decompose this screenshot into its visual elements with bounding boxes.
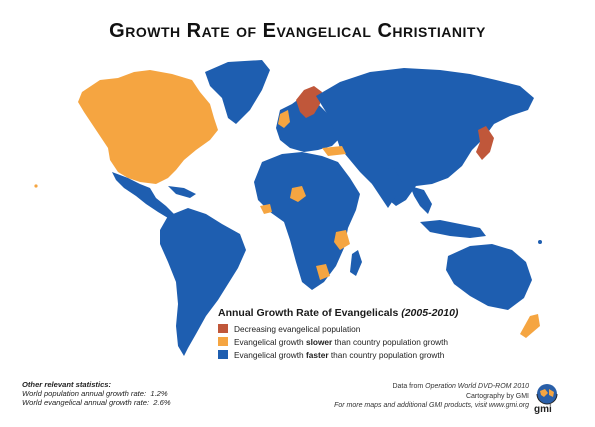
map-legend: Annual Growth Rate of Evangelicals (2005…	[218, 307, 518, 361]
credits: Data from Operation World DVD-ROM 2010 C…	[334, 382, 529, 411]
legend-item-faster: Evangelical growth faster than country p…	[218, 348, 518, 361]
credit-cartography: Cartography by GMI	[465, 392, 529, 400]
gmi-logo-text: gmi	[534, 404, 552, 415]
central-america	[112, 172, 174, 218]
legend-swatch-red	[218, 324, 228, 333]
japan-red	[476, 126, 494, 160]
africa	[254, 152, 360, 290]
legend-item-decreasing: Decreasing evangelical population	[218, 322, 518, 335]
gmi-logo-icon	[536, 384, 558, 405]
credit-website: For more maps and additional GMI product…	[334, 402, 529, 409]
map-title: Growth Rate of Evangelical Christianity	[109, 20, 486, 42]
southern-africa-orange	[316, 264, 330, 280]
stat-evangelical-growth: World evangelical annual growth rate: 2.…	[22, 398, 171, 407]
india	[372, 168, 402, 208]
legend-title: Annual Growth Rate of Evangelicals (2005…	[218, 307, 459, 319]
indonesia	[420, 220, 486, 238]
europe	[276, 98, 340, 152]
hawaii-orange	[34, 184, 38, 188]
asia	[316, 68, 534, 206]
legend-swatch-orange	[218, 337, 228, 346]
other-statistics: Other relevant statistics: World populat…	[22, 380, 171, 407]
south-america	[160, 208, 246, 356]
west-africa-orange	[260, 204, 272, 214]
new-zealand-orange	[520, 314, 540, 338]
stat-population-growth: World population annual growth rate: 1.2…	[22, 389, 168, 398]
credit-data-source: Data from Operation World DVD-ROM 2010	[392, 383, 529, 390]
greenland	[205, 60, 270, 124]
legend-item-slower: Evangelical growth slower than country p…	[218, 335, 518, 348]
east-africa-orange	[334, 230, 350, 250]
scandinavia-red	[296, 86, 322, 118]
pacific-islands	[538, 240, 542, 244]
turkey-orange	[322, 146, 346, 156]
stats-heading: Other relevant statistics:	[22, 380, 112, 389]
central-africa-orange	[290, 186, 306, 202]
north-america-orange	[78, 70, 218, 184]
southeast-asia	[410, 186, 432, 214]
uk-orange	[278, 110, 290, 128]
legend-swatch-blue	[218, 350, 228, 359]
caribbean	[168, 186, 196, 198]
australia	[446, 244, 532, 310]
madagascar	[350, 250, 362, 276]
